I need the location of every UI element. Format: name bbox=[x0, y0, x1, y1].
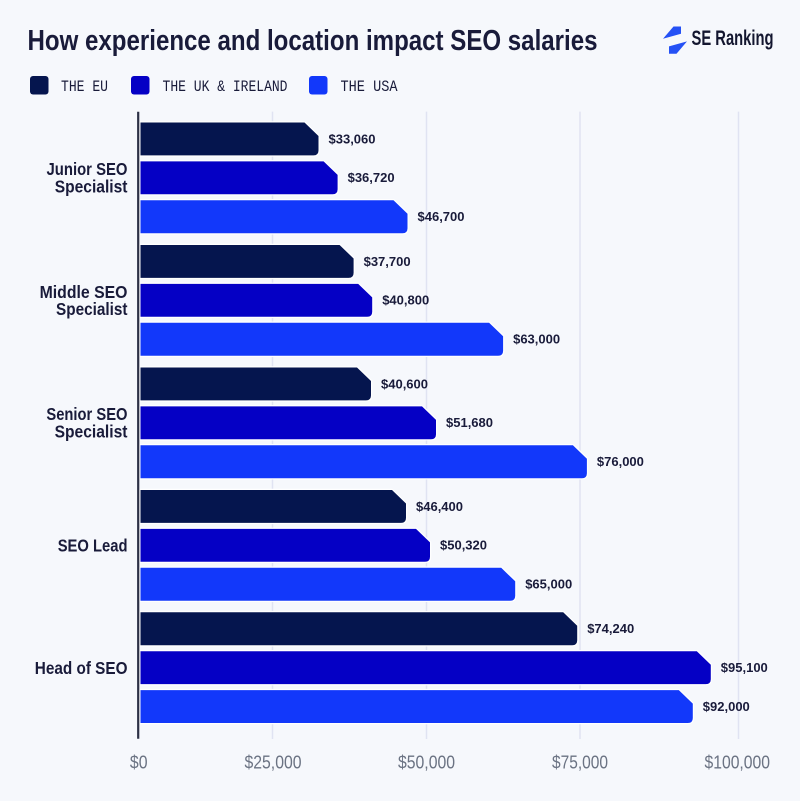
svg-text:$46,400: $46,400 bbox=[416, 499, 463, 514]
svg-text:$92,000: $92,000 bbox=[703, 699, 750, 714]
svg-text:THE EU: THE EU bbox=[61, 78, 108, 96]
svg-text:$40,600: $40,600 bbox=[381, 376, 428, 391]
svg-text:$74,240: $74,240 bbox=[587, 621, 634, 636]
svg-text:Specialist: Specialist bbox=[55, 421, 128, 441]
svg-text:$50,000: $50,000 bbox=[398, 752, 455, 773]
svg-text:$40,800: $40,800 bbox=[382, 293, 429, 308]
svg-text:THE UK & IRELAND: THE UK & IRELAND bbox=[163, 78, 288, 96]
svg-text:$95,100: $95,100 bbox=[721, 660, 768, 675]
svg-text:$0: $0 bbox=[130, 752, 148, 773]
svg-text:THE USA: THE USA bbox=[341, 78, 398, 96]
svg-text:$46,700: $46,700 bbox=[418, 209, 465, 224]
svg-text:$36,720: $36,720 bbox=[348, 170, 395, 185]
svg-text:$76,000: $76,000 bbox=[597, 454, 644, 469]
svg-text:Junior SEO: Junior SEO bbox=[47, 159, 128, 179]
svg-text:SEO Lead: SEO Lead bbox=[58, 536, 128, 556]
svg-text:Senior SEO: Senior SEO bbox=[46, 404, 127, 424]
svg-text:Middle SEO: Middle SEO bbox=[40, 282, 128, 302]
svg-text:How experience and location im: How experience and location impact SEO s… bbox=[28, 25, 598, 57]
svg-text:$63,000: $63,000 bbox=[513, 332, 560, 347]
svg-text:Specialist: Specialist bbox=[55, 176, 128, 196]
svg-text:$33,060: $33,060 bbox=[329, 131, 376, 146]
svg-text:$50,320: $50,320 bbox=[440, 538, 487, 553]
svg-text:Head of SEO: Head of SEO bbox=[35, 658, 128, 678]
svg-text:$25,000: $25,000 bbox=[245, 752, 302, 773]
svg-text:$51,680: $51,680 bbox=[446, 415, 493, 430]
svg-text:Specialist: Specialist bbox=[56, 299, 128, 319]
svg-text:$37,700: $37,700 bbox=[364, 254, 411, 269]
svg-text:SE Ranking: SE Ranking bbox=[692, 27, 774, 50]
svg-text:$100,000: $100,000 bbox=[705, 752, 771, 773]
svg-text:$65,000: $65,000 bbox=[525, 577, 572, 592]
svg-text:$75,000: $75,000 bbox=[552, 752, 608, 773]
